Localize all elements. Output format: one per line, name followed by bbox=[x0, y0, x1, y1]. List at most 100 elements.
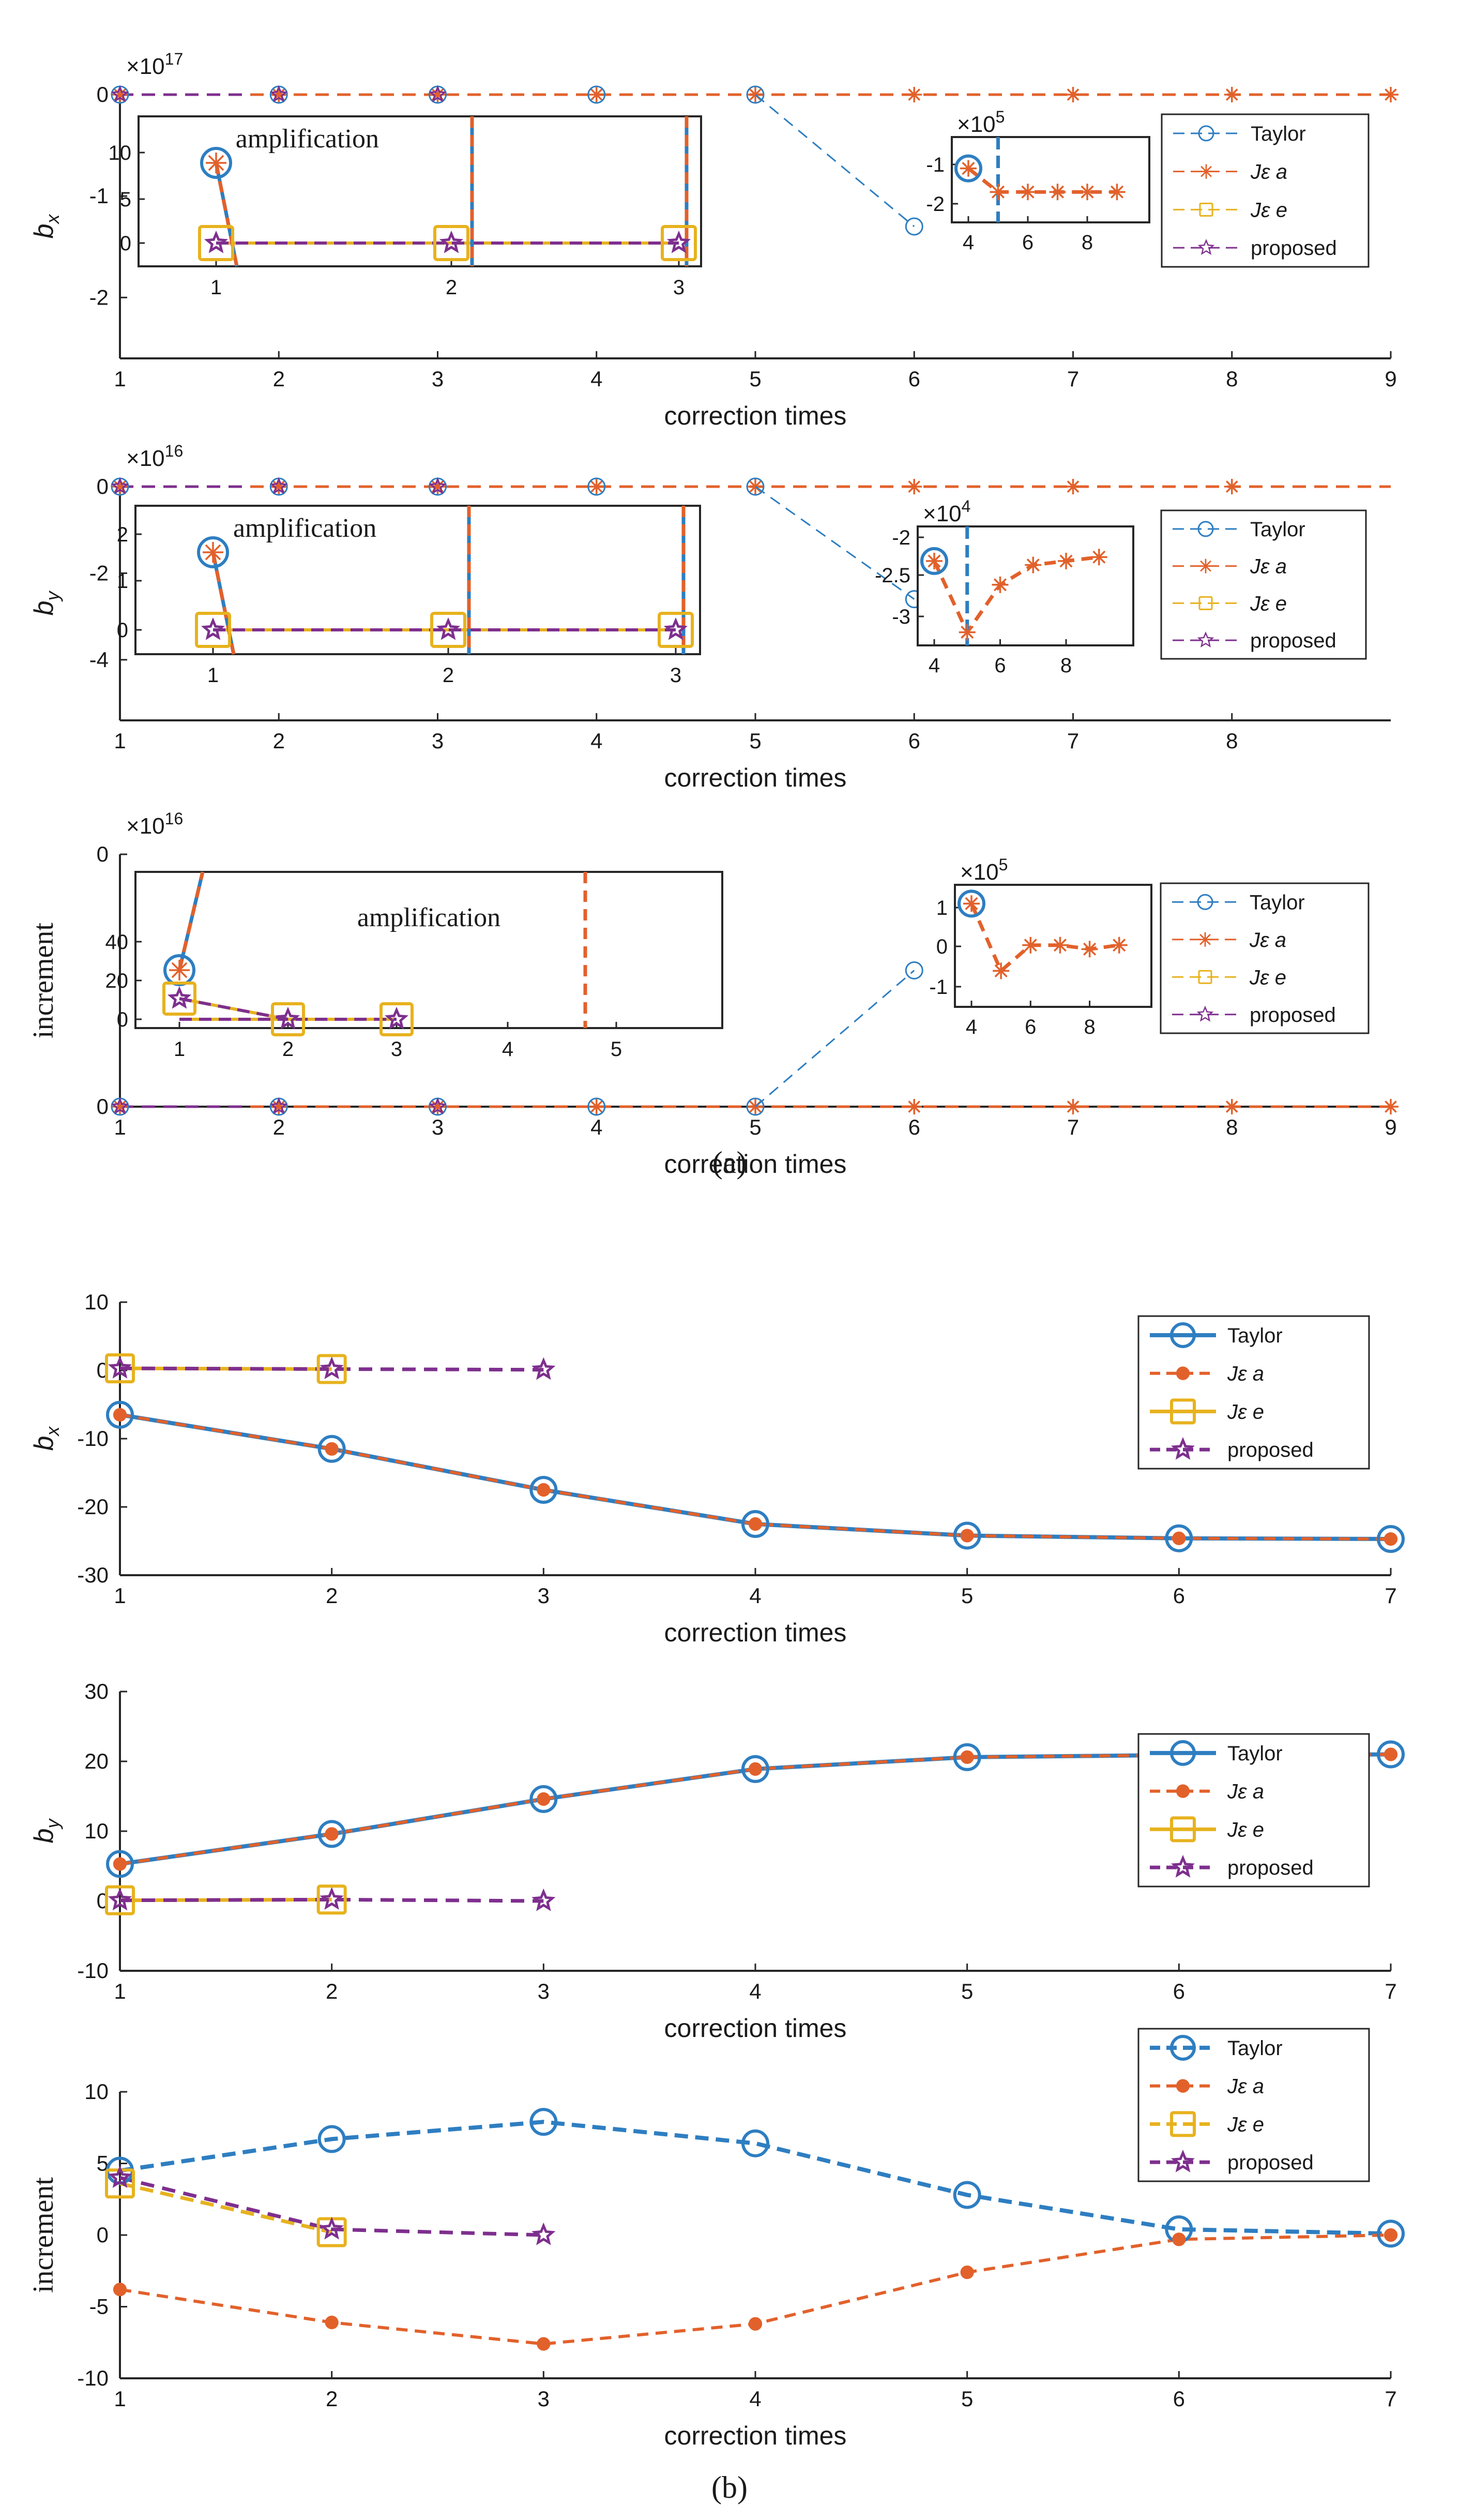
legend-box bbox=[1137, 1315, 1370, 1470]
chart-b3: 1 2 3 4 5 6 7 10 5 0 -5 -10 correction times incremen… bbox=[27, 2079, 1405, 2450]
x-tick-label: 2 bbox=[273, 367, 285, 391]
legend-label: proposed bbox=[1251, 237, 1337, 260]
legend-label: proposed bbox=[1227, 1857, 1314, 1879]
legend-marker bbox=[1170, 1816, 1196, 1843]
inset-proposed-marker bbox=[167, 986, 192, 1009]
series-jee-line bbox=[119, 2181, 332, 2234]
chart-a1: 1 2 3 4 5 6 7 8 9 0 -1 -2 correction times bx ×1017 bbox=[29, 50, 1399, 430]
y-tick-label: -2 bbox=[89, 561, 109, 585]
legend-marker bbox=[1176, 1366, 1190, 1380]
asterisk-stroke bbox=[1113, 939, 1126, 952]
jea-point bbox=[1172, 2232, 1186, 2246]
inset-jea-point bbox=[1090, 549, 1107, 566]
inset-taylor-marker bbox=[958, 889, 985, 918]
proposed-point bbox=[111, 1097, 129, 1114]
jea-point bbox=[1065, 479, 1081, 494]
legend: Taylor Jε a Jε e proposed bbox=[1137, 1733, 1370, 1888]
proposed-point bbox=[269, 85, 288, 102]
taylor-point bbox=[905, 961, 923, 979]
y-tick-label: 0 bbox=[97, 474, 109, 499]
asterisk-stroke bbox=[1024, 939, 1037, 952]
inset-x-tick-label: 2 bbox=[443, 664, 454, 687]
asterisk-stroke bbox=[1059, 554, 1073, 568]
jea-point bbox=[325, 2315, 339, 2330]
legend-label: Jε a bbox=[1227, 1363, 1264, 1385]
asterisk-stroke bbox=[1051, 185, 1065, 199]
x-tick-label: 3 bbox=[432, 1115, 444, 1139]
asterisk-stroke bbox=[908, 480, 921, 493]
legend-label: Jε e bbox=[1249, 966, 1286, 989]
exponent-label: ×1016 bbox=[126, 809, 183, 839]
proposed-point bbox=[108, 1888, 132, 1911]
x-tick-label: 3 bbox=[538, 2387, 550, 2411]
inset-x-tick-label: 3 bbox=[670, 664, 681, 687]
x-tick-label: 1 bbox=[114, 1583, 126, 1608]
legend-box bbox=[1160, 882, 1370, 1034]
x-tick-label: 1 bbox=[114, 729, 126, 753]
x-axis-label: correction times bbox=[664, 1618, 847, 1647]
inset-jea-point bbox=[960, 160, 977, 177]
inset-amplification-2: amplification 2 1 0 1 2 3 bbox=[117, 505, 701, 687]
inset-jea-point bbox=[990, 184, 1007, 201]
inset-y-tick-label: 0 bbox=[120, 232, 131, 255]
x-tick-label: 8 bbox=[1226, 367, 1238, 391]
taylor-point bbox=[587, 1097, 606, 1116]
legend-marker bbox=[1170, 1740, 1196, 1766]
legend-label: Jε a bbox=[1227, 2075, 1264, 2098]
legend-label: Taylor bbox=[1227, 1324, 1283, 1347]
legend-label: Taylor bbox=[1227, 2037, 1283, 2060]
x-axis-label: correction times bbox=[664, 1150, 847, 1179]
inset-y-tick-label: 20 bbox=[105, 970, 129, 992]
inset-proposed-marker bbox=[201, 617, 225, 640]
asterisk-stroke bbox=[1225, 1100, 1238, 1113]
inset-y-tick-label: 2 bbox=[117, 523, 128, 546]
x-tick-label: 9 bbox=[1385, 367, 1396, 391]
jea-point bbox=[1224, 87, 1240, 102]
inset-y-tick-label: 0 bbox=[117, 1008, 128, 1031]
x-tick-label: 7 bbox=[1385, 1583, 1396, 1608]
exponent-label: ×105 bbox=[957, 108, 1005, 137]
x-tick-label: 7 bbox=[1385, 2387, 1396, 2411]
legend: Taylor Jε a Jε e proposed bbox=[1137, 1315, 1370, 1470]
inset-jea-point bbox=[1111, 937, 1128, 954]
inset-y-tick-label: 0 bbox=[117, 619, 128, 642]
proposed-point bbox=[269, 477, 288, 494]
jea-point bbox=[1383, 1099, 1399, 1114]
asterisk-stroke bbox=[1199, 933, 1211, 945]
y-tick-label: -30 bbox=[77, 1563, 109, 1587]
legend-label: proposed bbox=[1250, 1004, 1336, 1027]
jea-point bbox=[113, 2283, 127, 2297]
inset-proposed-curve bbox=[179, 997, 397, 1021]
proposed-point bbox=[531, 1357, 556, 1380]
y-axis-label: bx bbox=[29, 1426, 63, 1451]
legend-box bbox=[1160, 509, 1367, 660]
series-taylor-line bbox=[119, 2120, 1391, 2236]
asterisk-stroke bbox=[965, 897, 978, 910]
inset-x-tick-label: 5 bbox=[611, 1038, 622, 1061]
jea-point bbox=[1065, 87, 1081, 102]
jee-point bbox=[105, 1353, 135, 1384]
inset-proposed-marker bbox=[663, 617, 688, 640]
legend-label: Taylor bbox=[1227, 1742, 1283, 1765]
jea-point bbox=[960, 2265, 974, 2280]
asterisk-stroke bbox=[1225, 480, 1238, 493]
x-tick-label: 4 bbox=[590, 367, 602, 391]
jea-point bbox=[748, 1762, 763, 1776]
inset-amplification-label: amplification bbox=[357, 903, 500, 932]
legend-marker bbox=[1198, 970, 1212, 984]
legend-label: Taylor bbox=[1250, 518, 1305, 541]
taylor-point bbox=[746, 477, 765, 496]
inset-x-tick-label: 4 bbox=[966, 1016, 977, 1038]
chart-a2: 1 2 3 4 5 6 7 8 0 -2 -4 correction times by ×1016 bbox=[29, 442, 1391, 792]
taylor-point bbox=[905, 217, 923, 236]
x-tick-label: 1 bbox=[114, 1115, 126, 1139]
inset-x-tick-label: 6 bbox=[1022, 231, 1034, 254]
jea-point bbox=[960, 1529, 974, 1543]
x-tick-label: 3 bbox=[538, 1979, 550, 2003]
legend-label: proposed bbox=[1250, 629, 1336, 652]
inset-jee-marker bbox=[433, 225, 469, 261]
inset-amplification-label: amplification bbox=[236, 124, 379, 154]
exponent-label: ×1017 bbox=[126, 50, 183, 79]
legend: Taylor Jε a Jε e proposed bbox=[1160, 882, 1370, 1034]
taylor-point bbox=[317, 1435, 346, 1463]
